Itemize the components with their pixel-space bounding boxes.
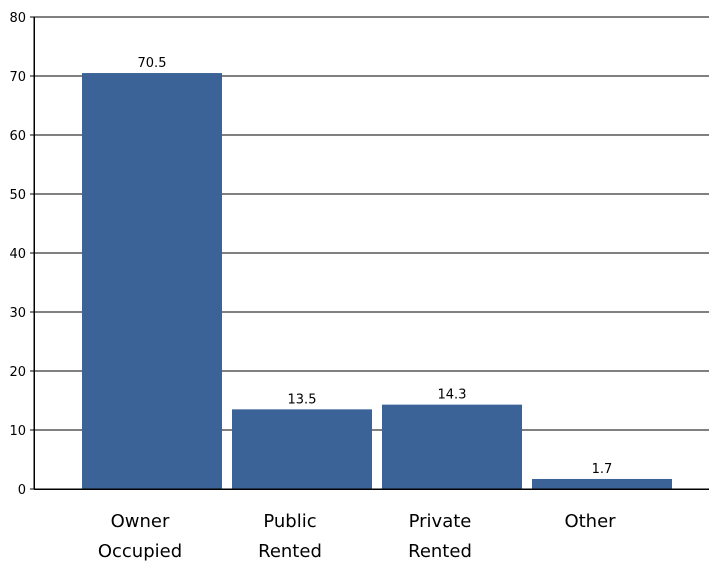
category-label: Other — [564, 511, 616, 532]
data-labels: 70.5 13.5 14.3 1.7 — [138, 56, 613, 477]
y-tick-label: 0 — [18, 483, 26, 498]
data-label: 1.7 — [592, 462, 613, 477]
category-label: Rented — [408, 541, 472, 562]
y-tick-label: 30 — [9, 306, 26, 321]
bar — [532, 478, 672, 489]
data-label: 14.3 — [438, 388, 467, 403]
y-tick-label: 80 — [9, 11, 26, 26]
axes — [30, 16, 709, 490]
data-label: 13.5 — [288, 392, 317, 407]
bar — [232, 409, 372, 489]
y-tick-labels: 0 10 20 30 40 50 60 70 80 — [9, 11, 26, 498]
y-tick-label: 60 — [9, 129, 26, 144]
category-label: Owner — [111, 511, 170, 532]
category-label: Public — [263, 511, 316, 532]
y-tick-label: 20 — [9, 365, 26, 380]
bar — [82, 73, 222, 490]
category-label: Occupied — [98, 541, 182, 562]
bar — [382, 404, 522, 489]
bars — [82, 73, 672, 490]
y-tick-label: 40 — [9, 247, 26, 262]
y-tick-label: 70 — [9, 70, 26, 85]
category-label: Private — [409, 511, 472, 532]
category-label: Rented — [258, 541, 322, 562]
y-tick-label: 10 — [9, 424, 26, 439]
y-tick-label: 50 — [9, 188, 26, 203]
category-labels: Owner Occupied Public Rented Private Rented Ot… — [98, 511, 616, 562]
data-label: 70.5 — [138, 56, 167, 71]
